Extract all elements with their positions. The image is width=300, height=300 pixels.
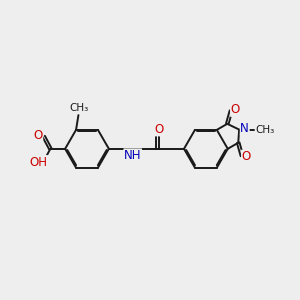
- Text: OH: OH: [29, 156, 47, 169]
- Text: O: O: [242, 150, 251, 163]
- Text: NH: NH: [124, 149, 142, 162]
- Text: O: O: [231, 103, 240, 116]
- Text: N: N: [240, 122, 249, 135]
- Text: O: O: [33, 129, 43, 142]
- Text: CH₃: CH₃: [70, 103, 89, 113]
- Text: O: O: [154, 123, 163, 136]
- Text: CH₃: CH₃: [255, 124, 274, 135]
